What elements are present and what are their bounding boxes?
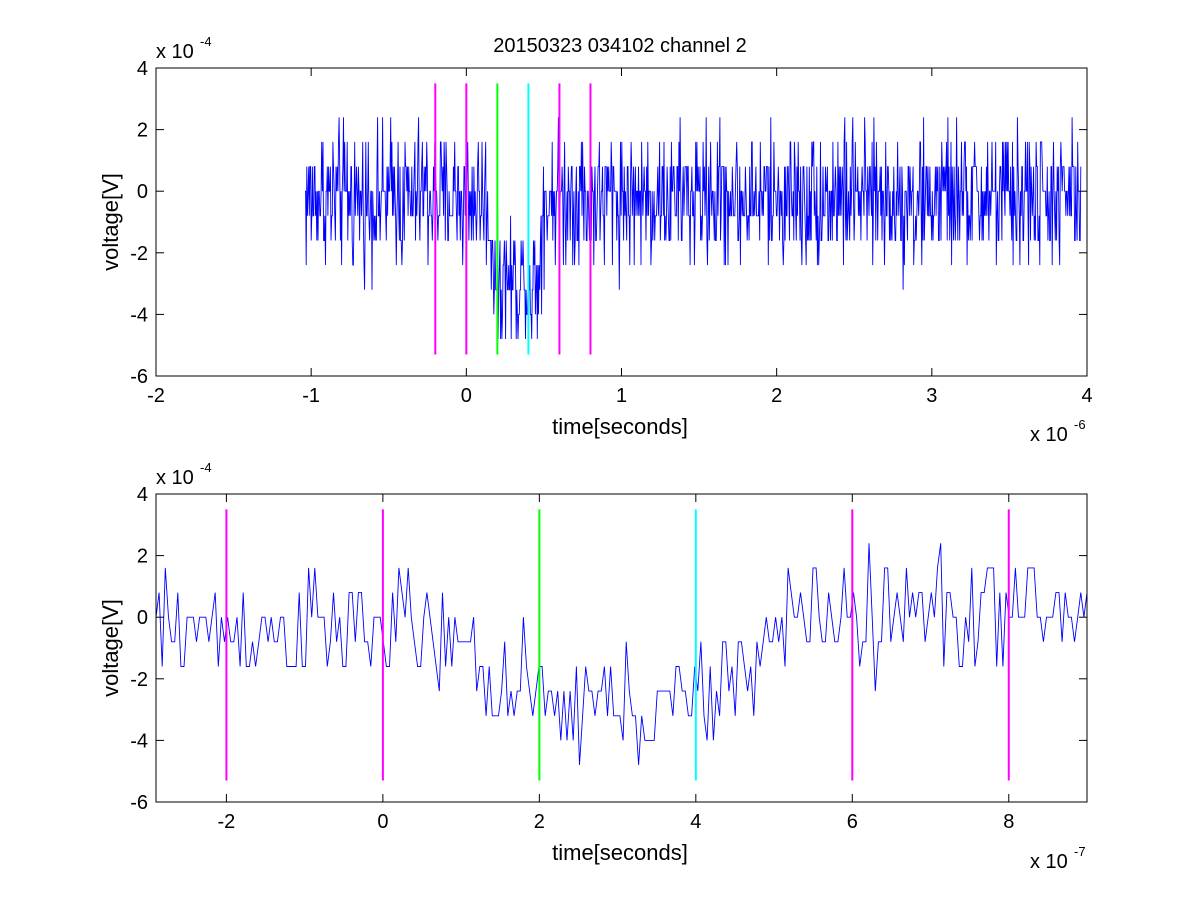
chart-title: 20150323 034102 channel 2	[493, 35, 747, 57]
top-plot-area	[305, 83, 1082, 355]
x-tick-label: 4	[1081, 385, 1092, 407]
top-y-multiplier: x 10 -4	[156, 34, 212, 63]
bottom-y-multiplier: x 10 -4	[156, 460, 212, 489]
x-tick-label: -1	[302, 385, 320, 407]
y-tick-label: 0	[137, 607, 148, 629]
x-tick-label: 2	[771, 385, 782, 407]
top-ticks: -2 -1 0 1 2 3 4 -6 -4 -2 0 2 4	[130, 58, 1092, 407]
y-tick-label: -4	[130, 304, 148, 326]
top-subplot: 20150323 034102 channel 2 -2 -1 0 1 2 3 4-6-4-…	[98, 34, 1093, 446]
bottom-subplot: -2 0 2 4 6 8 -6 -4 -2 0 2 4 time[seconds] voltage[V…	[98, 460, 1088, 873]
x-tick-label: 1	[616, 385, 627, 407]
x-tick-label: 0	[461, 385, 472, 407]
bottom-y-multiplier-base: x 10	[156, 467, 194, 489]
x-tick-label: -2	[147, 385, 165, 407]
y-tick-label: 0	[137, 181, 148, 203]
y-tick-label: -6	[130, 792, 148, 814]
bottom-x-multiplier-base: x 10	[1030, 851, 1068, 873]
x-tick-label: 0	[377, 811, 388, 833]
top-x-multiplier-base: x 10	[1030, 424, 1068, 446]
x-tick-label: 3	[926, 385, 937, 407]
series-line	[155, 543, 1088, 766]
top-y-multiplier-exp: -4	[200, 34, 212, 49]
top-y-multiplier-base: x 10	[156, 41, 194, 63]
x-tick-label: -2	[218, 811, 236, 833]
y-tick-label: 4	[137, 58, 148, 80]
top-x-multiplier: x 10 -6	[1030, 417, 1086, 446]
bottom-axes-box	[155, 493, 1088, 803]
top-x-axis-label: time[seconds]	[552, 414, 688, 439]
y-tick-label: -4	[130, 730, 148, 752]
y-tick-label: -6	[130, 366, 148, 388]
x-tick-label: 4	[690, 811, 701, 833]
x-tick-label: 6	[847, 811, 858, 833]
top-y-axis-label: voltage[V]	[98, 173, 123, 271]
y-tick-label: -2	[130, 669, 148, 691]
bottom-plot-area	[155, 509, 1088, 781]
y-tick-label: 2	[137, 120, 148, 142]
bottom-y-axis-label: voltage[V]	[98, 599, 123, 697]
bottom-y-multiplier-exp: -4	[200, 460, 212, 475]
y-tick-label: 2	[137, 546, 148, 568]
bottom-x-multiplier-exp: -7	[1074, 844, 1086, 859]
x-tick-label: 2	[534, 811, 545, 833]
bottom-ticks: -2 0 2 4 6 8 -6 -4 -2 0 2 4	[130, 484, 1087, 833]
bottom-x-axis-label: time[seconds]	[552, 840, 688, 865]
y-tick-label: 4	[137, 484, 148, 506]
series-line	[305, 117, 1082, 340]
y-tick-label: -2	[130, 243, 148, 265]
bottom-x-multiplier: x 10 -7	[1030, 844, 1086, 873]
top-x-multiplier-exp: -6	[1074, 417, 1086, 432]
x-tick-label: 8	[1003, 811, 1014, 833]
